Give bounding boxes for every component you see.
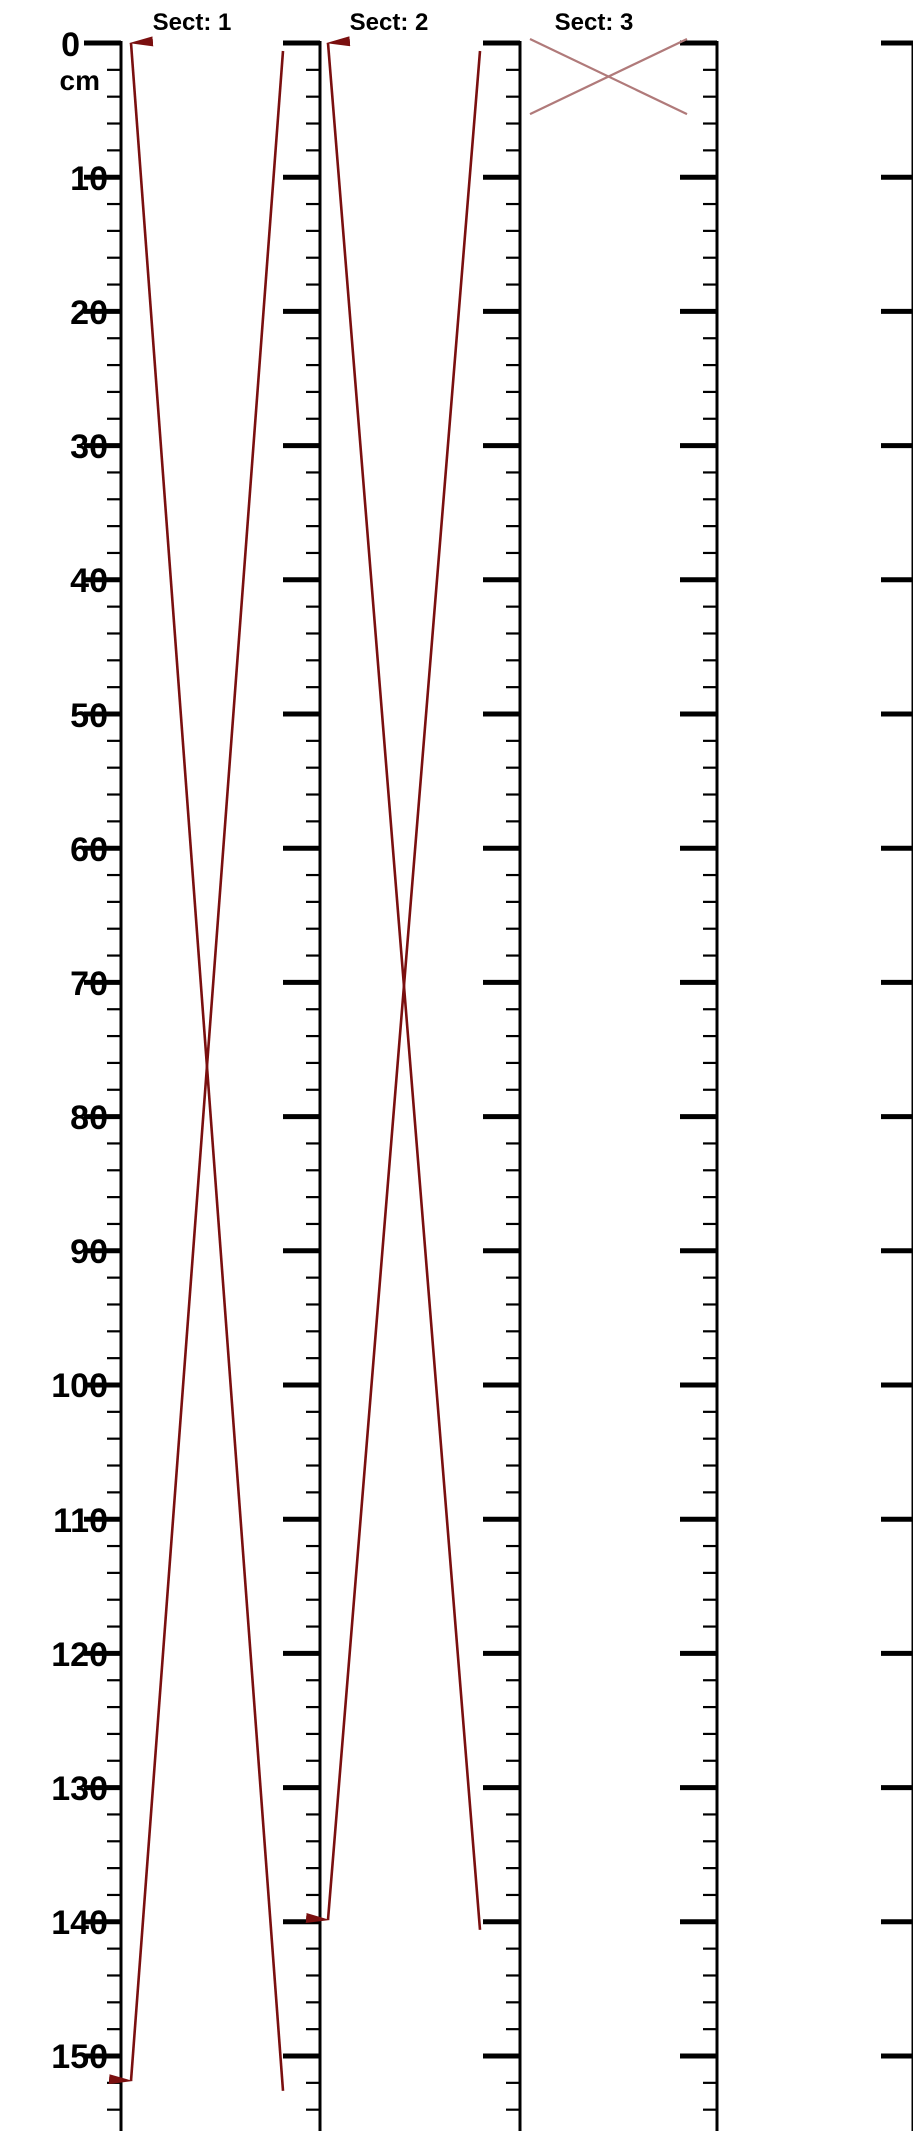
section-1-traverse — [108, 36, 285, 2091]
section-3-traverse — [529, 38, 688, 116]
depth-scales — [84, 40, 913, 2131]
section-2-header: Sect: 2 — [350, 9, 429, 36]
right-edge-scale — [881, 40, 913, 2131]
section-3-header: Sect: 3 — [555, 9, 634, 36]
section-2-traverse — [305, 36, 482, 1930]
section-2-scale — [483, 40, 522, 2131]
depth-axis-labels: 0 cm 10 20 30 40 50 60 70 80 90 100 110 … — [51, 26, 108, 2076]
section-3-scale — [680, 40, 719, 2131]
depth-scale-left — [84, 40, 123, 2131]
section-1-scale — [283, 40, 322, 2131]
depth-label-0: 0 — [61, 26, 80, 64]
section-traverses — [108, 36, 688, 2091]
section-2-upward-arrow — [326, 36, 482, 1930]
section-1-upward-arrow — [129, 36, 285, 2091]
depth-unit-label: cm — [60, 65, 100, 96]
section-1-header: Sect: 1 — [153, 9, 232, 36]
section-3-cross-line-b — [529, 38, 688, 116]
section-headers: Sect: 1 Sect: 2 Sect: 3 — [153, 9, 634, 36]
